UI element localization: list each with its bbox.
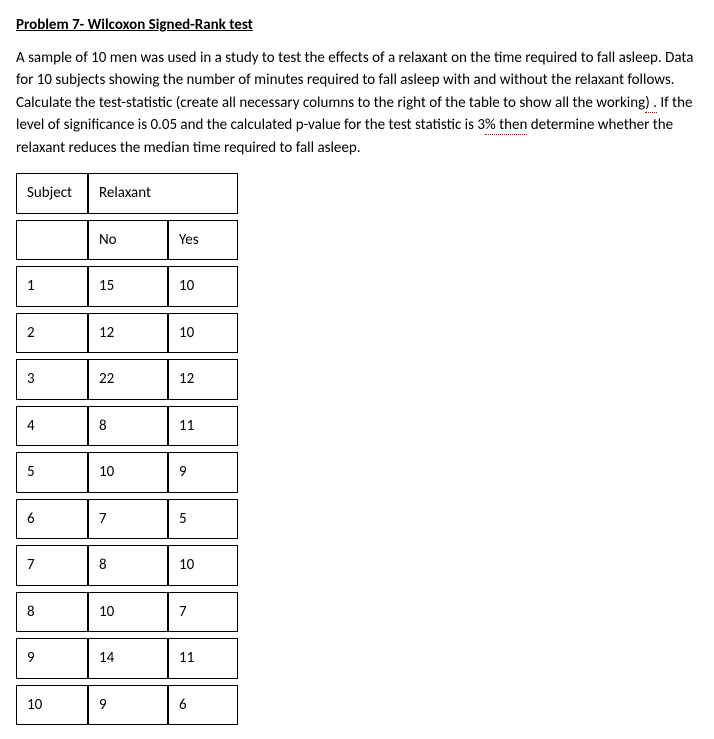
cell-no: 12 <box>88 313 168 354</box>
cell-yes: 11 <box>168 638 238 679</box>
problem-title: Problem 7- Wilcoxon Signed-Rank test <box>16 14 698 37</box>
header-yes: Yes <box>168 220 238 261</box>
cell-no: 10 <box>88 592 168 633</box>
table-row: 5 10 9 <box>16 452 238 493</box>
cell-no: 14 <box>88 638 168 679</box>
header-relaxant: Relaxant <box>88 173 238 214</box>
cell-no: 10 <box>88 452 168 493</box>
cell-no: 9 <box>88 685 168 726</box>
data-table: Subject Relaxant No Yes 1 15 10 2 12 10 … <box>16 173 238 725</box>
cell-subject: 8 <box>16 592 88 633</box>
desc-squiggle-1: ) . <box>645 94 657 113</box>
table-row: 10 9 6 <box>16 685 238 726</box>
cell-subject: 7 <box>16 545 88 586</box>
table-row: 4 8 11 <box>16 406 238 447</box>
header-subject: Subject <box>16 173 88 214</box>
cell-yes: 12 <box>168 359 238 400</box>
cell-yes: 7 <box>168 592 238 633</box>
table-row: 6 7 5 <box>16 499 238 540</box>
table-row: 8 10 7 <box>16 592 238 633</box>
table-header-row-2: No Yes <box>16 220 238 261</box>
cell-yes: 10 <box>168 266 238 307</box>
cell-no: 7 <box>88 499 168 540</box>
cell-no: 15 <box>88 266 168 307</box>
cell-subject: 2 <box>16 313 88 354</box>
cell-subject: 4 <box>16 406 88 447</box>
desc-squiggle-2: % then <box>485 116 527 135</box>
cell-subject: 5 <box>16 452 88 493</box>
table-row: 2 12 10 <box>16 313 238 354</box>
header-no: No <box>88 220 168 261</box>
cell-no: 8 <box>88 406 168 447</box>
header-blank <box>16 220 88 261</box>
cell-no: 22 <box>88 359 168 400</box>
cell-subject: 1 <box>16 266 88 307</box>
cell-no: 8 <box>88 545 168 586</box>
cell-yes: 9 <box>168 452 238 493</box>
cell-subject: 6 <box>16 499 88 540</box>
cell-yes: 11 <box>168 406 238 447</box>
table-row: 7 8 10 <box>16 545 238 586</box>
problem-description: A sample of 10 men was used in a study t… <box>16 47 698 160</box>
cell-subject: 3 <box>16 359 88 400</box>
cell-subject: 10 <box>16 685 88 726</box>
cell-subject: 9 <box>16 638 88 679</box>
cell-yes: 10 <box>168 313 238 354</box>
table-row: 9 14 11 <box>16 638 238 679</box>
table-row: 1 15 10 <box>16 266 238 307</box>
cell-yes: 10 <box>168 545 238 586</box>
table-header-row-1: Subject Relaxant <box>16 173 238 214</box>
table-row: 3 22 12 <box>16 359 238 400</box>
cell-yes: 6 <box>168 685 238 726</box>
cell-yes: 5 <box>168 499 238 540</box>
desc-part1: A sample of 10 men was used in a study t… <box>16 49 693 112</box>
